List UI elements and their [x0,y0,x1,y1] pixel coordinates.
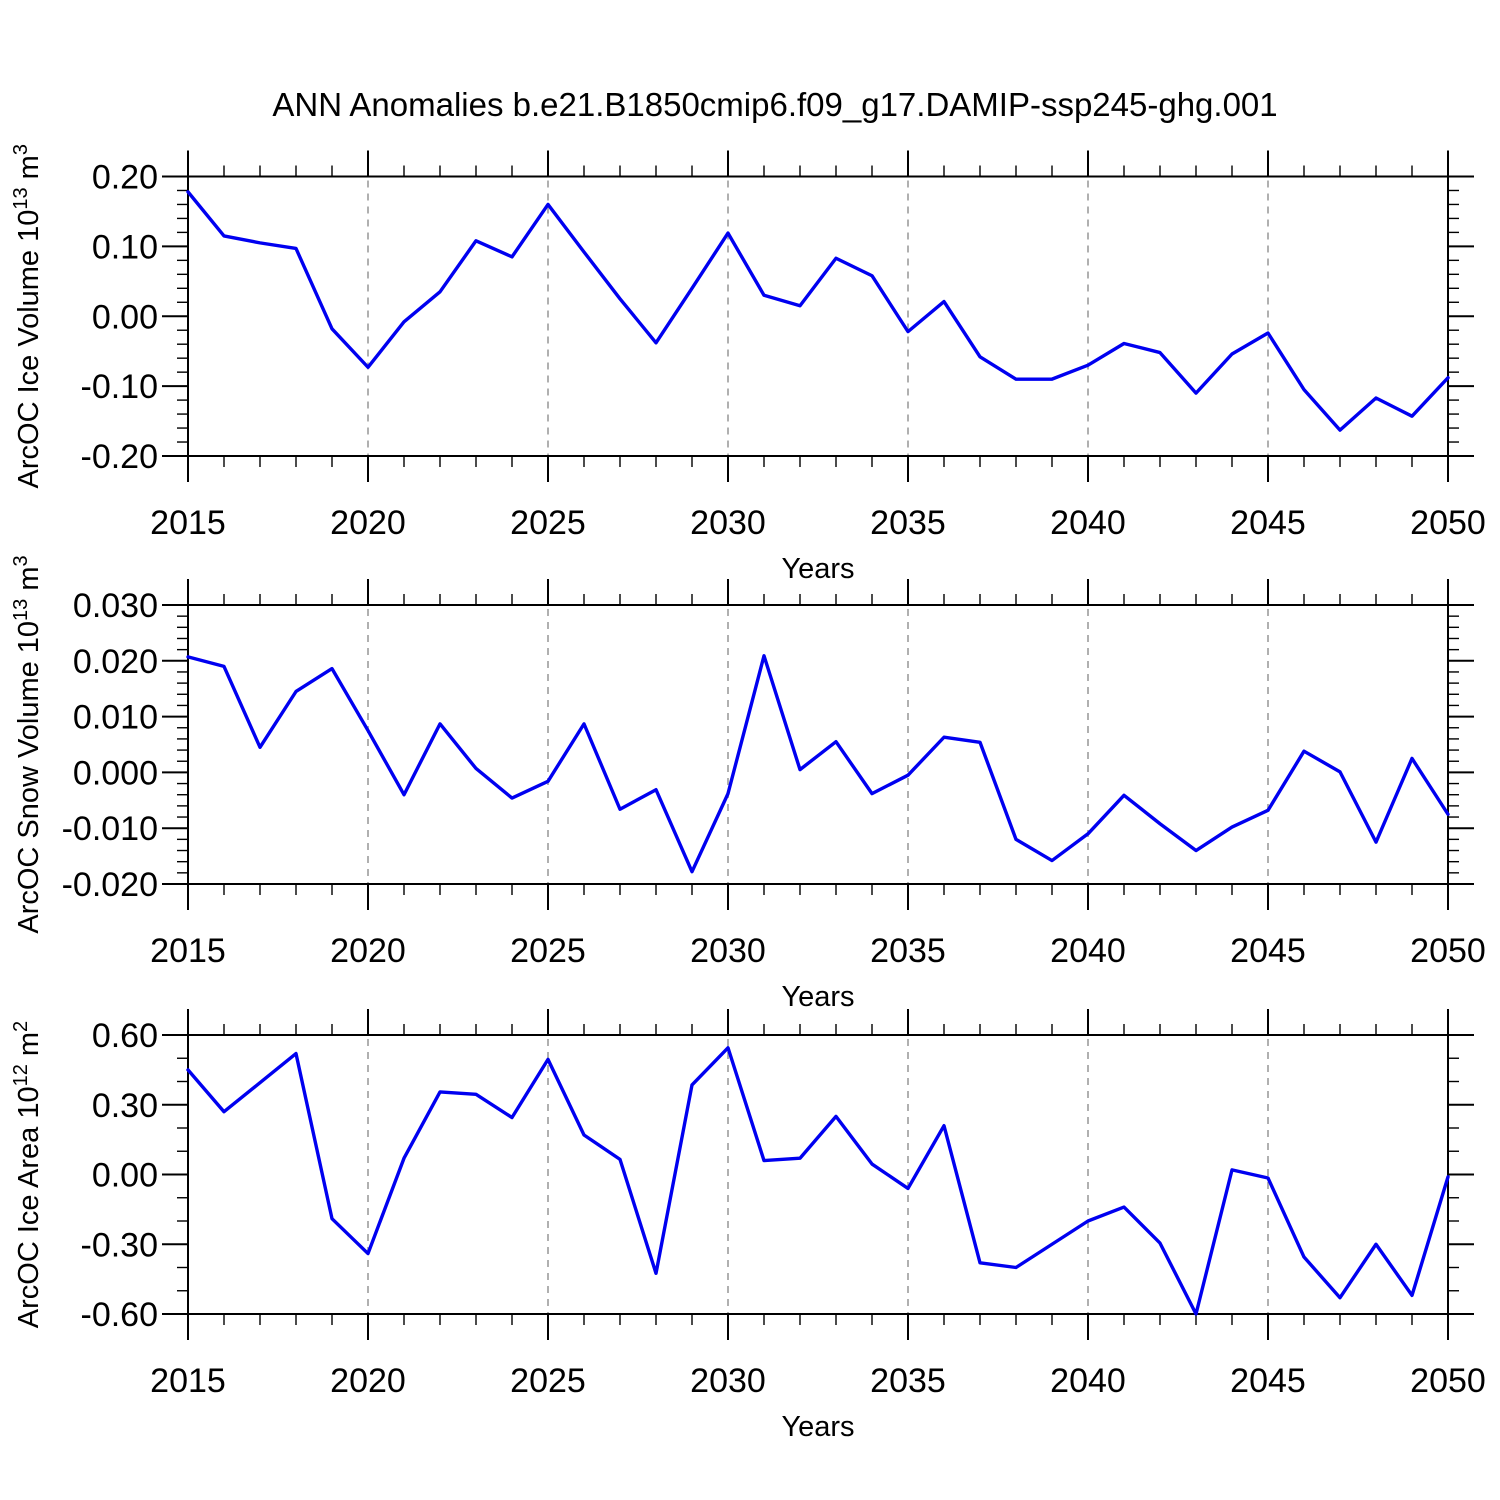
panel-1-ytick-label: 0.10 [92,228,158,266]
chart-title: ANN Anomalies b.e21.B1850cmip6.f09_g17.D… [272,86,1278,123]
panel-2-xtick-label: 2020 [330,932,406,970]
panel-2-ytick-label: 0.010 [73,699,158,737]
panel-2-xtick-label: 2045 [1230,932,1306,970]
panel-3-ytick-label: -0.30 [81,1226,159,1264]
panel-3-xtick-label: 2025 [510,1362,586,1400]
panel-1-ytick-label: -0.10 [81,368,159,406]
panel-2-xtick-label: 2015 [150,932,226,970]
panel-1-xtick-label: 2015 [150,504,226,542]
panel-2-xtick-label: 2035 [870,932,946,970]
panel-1-ytick-label: 0.20 [92,159,158,197]
panel-2-frame [187,604,1449,885]
panel-1-ytick-label: 0.00 [92,298,158,336]
panel-3-xtick-label: 2050 [1410,1362,1486,1400]
panel-3-ytick-label: 0.30 [92,1087,158,1125]
panel-3-y-axis-title: ArcOC Ice Area 1012 m2 [10,1021,45,1328]
panel-1-series-line [186,190,1450,432]
panel-1-frame [187,175,1449,457]
panel-2-ytick-label: 0.020 [73,643,158,681]
panel-3-xtick-label: 2020 [330,1362,406,1400]
panel-1-xtick-label: 2025 [510,504,586,542]
panel-3-xtick-label: 2015 [150,1362,226,1400]
panel-1-x-axis-title: Years [781,553,854,585]
panel-1-ytick-label: -0.20 [81,438,159,476]
panel-3-xtick-label: 2045 [1230,1362,1306,1400]
panel-1-xtick-label: 2050 [1410,504,1486,542]
panel-2-xtick-label: 2030 [690,932,766,970]
panel-2-xtick-label: 2050 [1410,932,1486,970]
panel-2-y-axis-title: ArcOC Snow Volume 1013 m3 [10,555,45,933]
panel-2-ytick-label: -0.010 [62,810,158,848]
panel-1-xtick-label: 2020 [330,504,406,542]
panel-1-xtick-label: 2030 [690,504,766,542]
panel-1-xtick-label: 2035 [870,504,946,542]
panel-3-xtick-label: 2035 [870,1362,946,1400]
panel-3-x-axis-title: Years [781,1411,854,1443]
panel-3-ytick-label: 0.00 [92,1157,158,1195]
panel-1-xtick-label: 2045 [1230,504,1306,542]
panel-3-ytick-label: -0.60 [81,1296,159,1334]
panel-3-xtick-label: 2040 [1050,1362,1126,1400]
panel-3-xtick-label: 2030 [690,1362,766,1400]
panel-3-series-line [186,1046,1450,1316]
panel-1-y-axis-title: ArcOC Ice Volume 1013 m3 [10,144,45,488]
panel-2-x-axis-title: Years [781,981,854,1013]
panel-3-ytick-label: 0.60 [92,1017,158,1055]
panel-2-ytick-label: 0.000 [73,754,158,792]
panel-2-xtick-label: 2040 [1050,932,1126,970]
panel-2-ytick-label: -0.020 [62,866,158,904]
panel-2-series-line [186,654,1450,874]
panel-2-ytick-label: 0.030 [73,587,158,625]
panel-1-xtick-label: 2040 [1050,504,1126,542]
panel-2-xtick-label: 2025 [510,932,586,970]
